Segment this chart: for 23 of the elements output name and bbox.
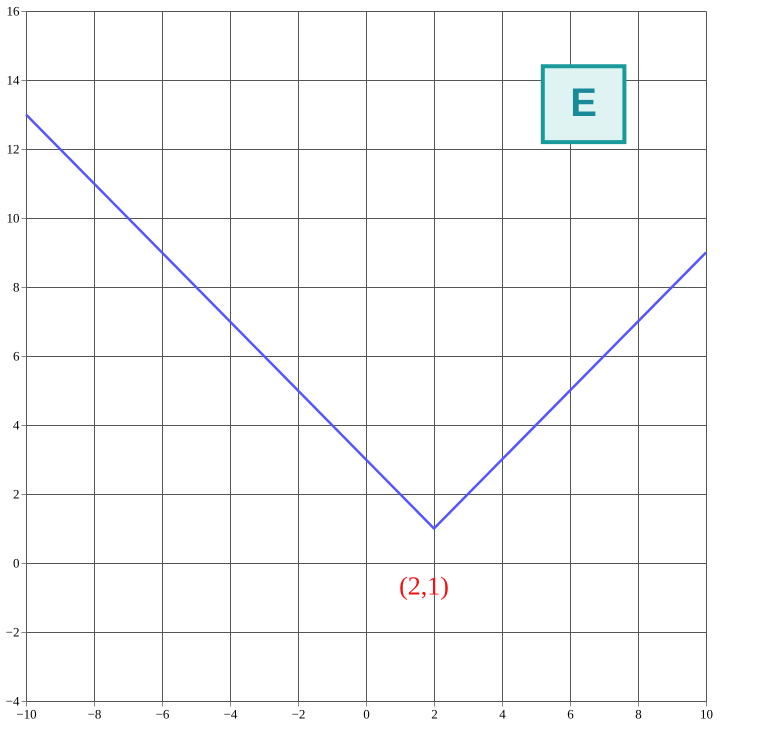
y-tick-label: 4 — [13, 418, 20, 432]
y-tick-label: 8 — [13, 280, 20, 294]
x-tick-label: −10 — [16, 706, 37, 722]
y-tick-label: −4 — [6, 694, 20, 708]
x-tick-label: −8 — [88, 706, 102, 722]
y-tick-label: 6 — [13, 348, 20, 364]
y-tick-label: 10 — [6, 210, 20, 226]
y-tick-label: 12 — [6, 142, 20, 156]
x-tick-label: 10 — [700, 706, 713, 722]
y-tick-label: −2 — [6, 624, 20, 640]
x-tick-label: 2 — [431, 706, 438, 722]
x-tick-label: 8 — [635, 706, 642, 722]
y-tick-label: 0 — [13, 556, 20, 570]
y-tick-label: 16 — [6, 4, 20, 18]
annotation: E — [570, 81, 597, 126]
x-tick-label: −6 — [156, 706, 170, 722]
x-tick-label: −4 — [224, 706, 238, 722]
x-tick-label: 4 — [499, 706, 506, 722]
x-tick-label: −2 — [292, 706, 306, 722]
y-tick-label: 14 — [6, 72, 20, 88]
x-tick-label: 6 — [567, 706, 574, 722]
x-tick-label: 0 — [363, 706, 370, 722]
y-tick-label: 2 — [13, 486, 20, 502]
